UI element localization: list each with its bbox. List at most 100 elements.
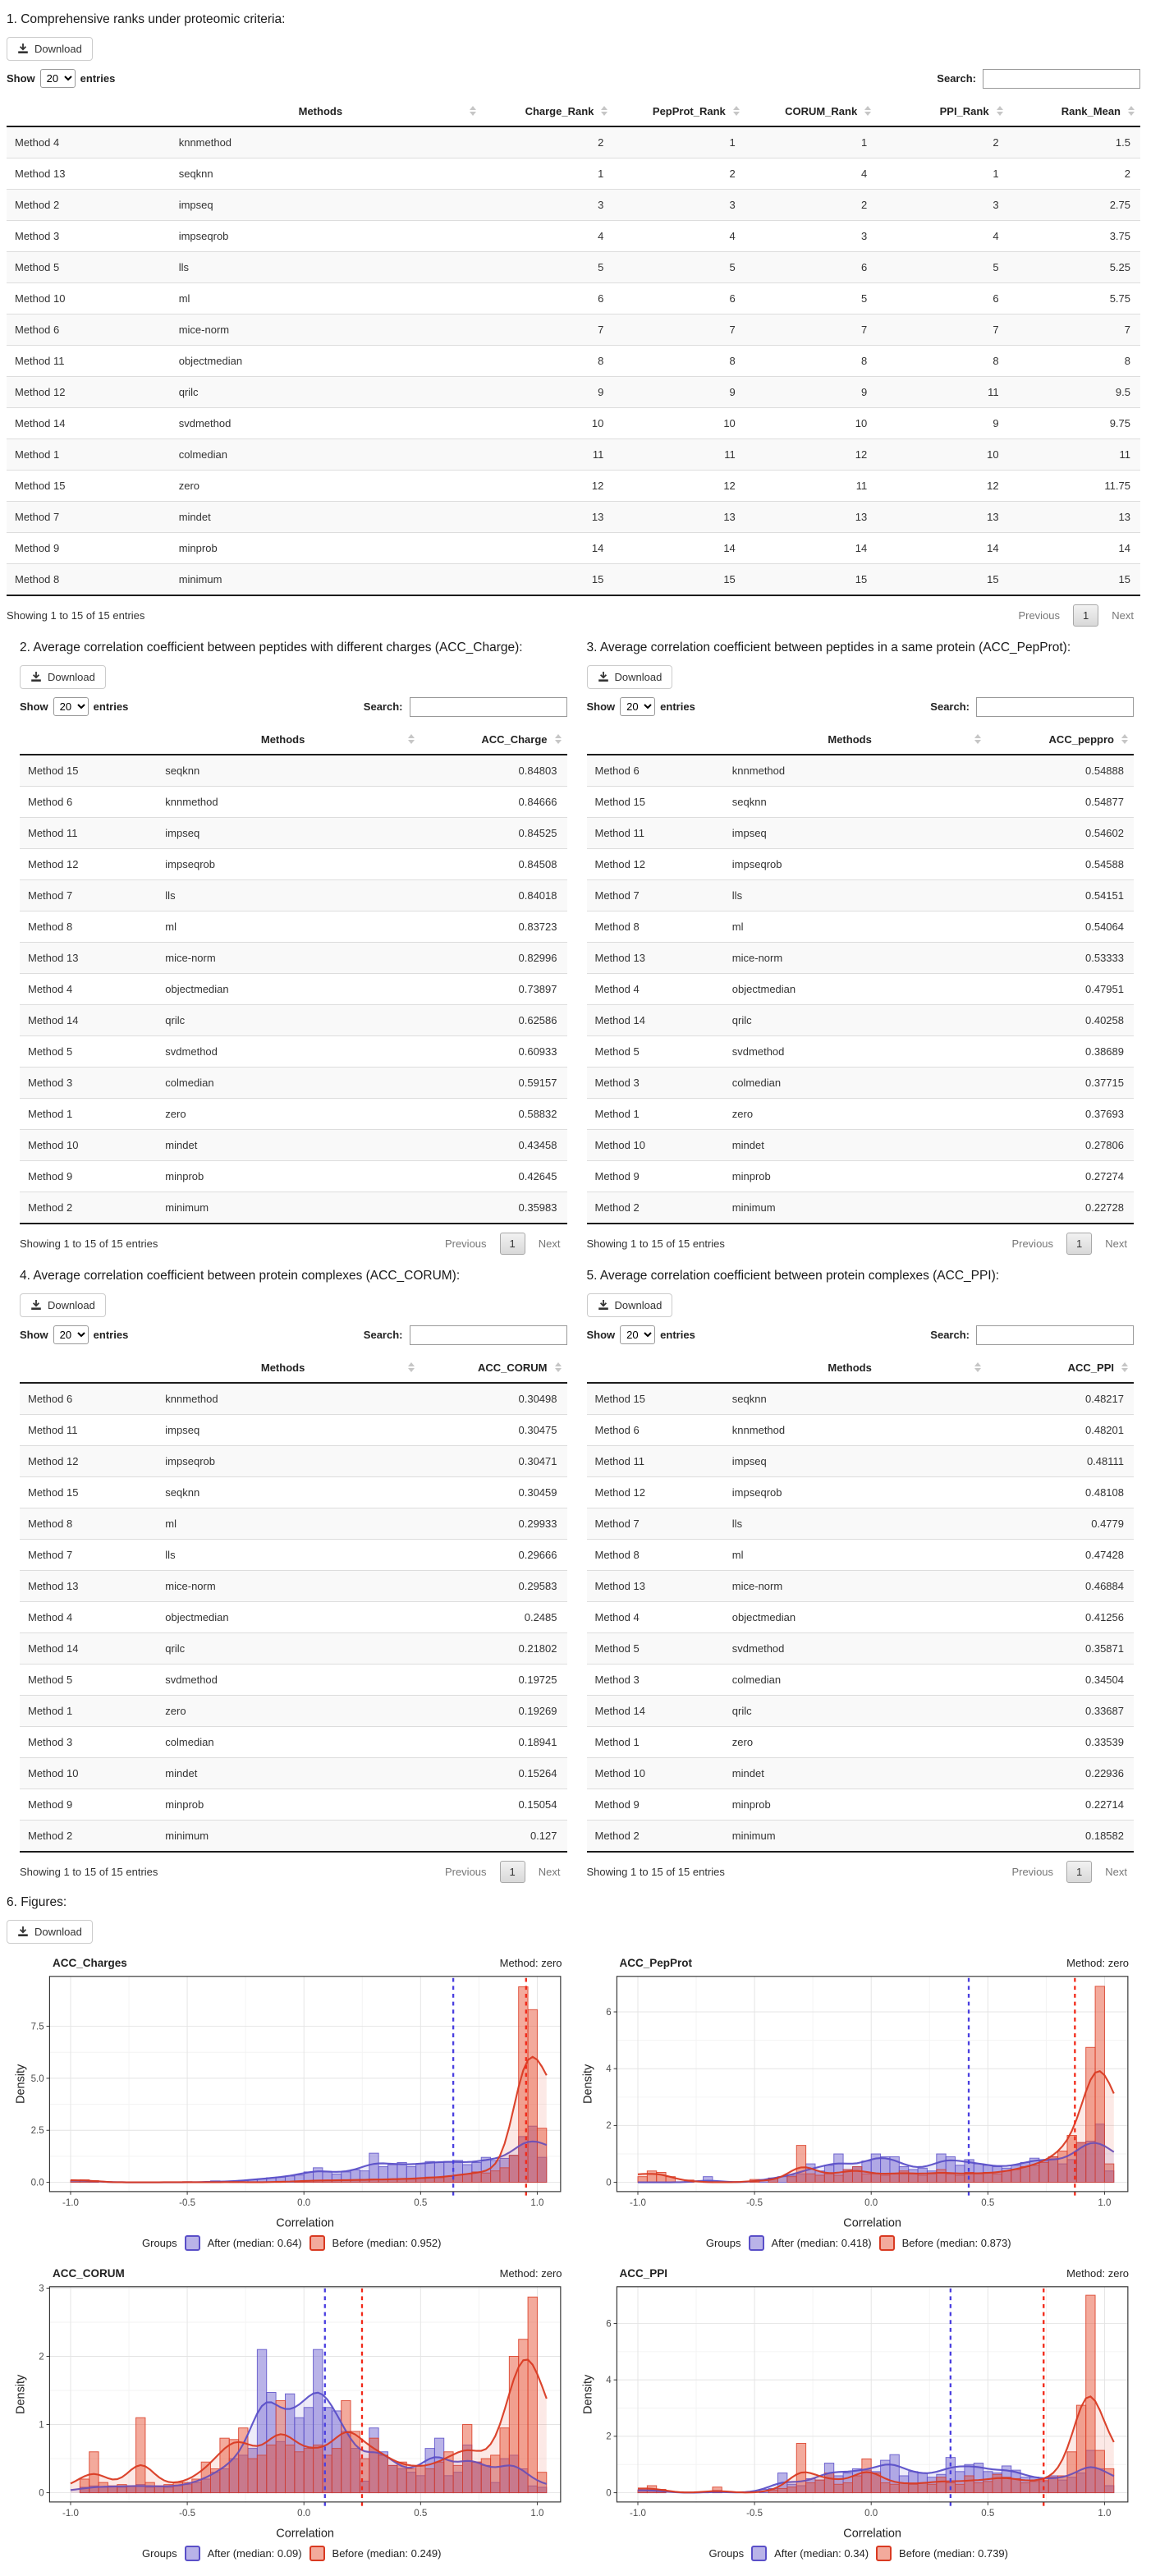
method-name: zero: [157, 1694, 420, 1727]
column-header-Charge_Rank[interactable]: Charge_Rank: [481, 96, 614, 127]
sort-icon: [974, 1362, 982, 1373]
row-label: Method 11: [20, 816, 158, 849]
method-name: colmedian: [723, 1066, 988, 1099]
download-button[interactable]: Download: [7, 36, 93, 61]
legend-swatch-after: [184, 2545, 200, 2561]
value-cell: 7: [1008, 313, 1140, 346]
header-row: Methods ACC_peppro: [586, 724, 1134, 755]
value-cell: 8: [877, 344, 1009, 377]
value-cell: 0.84803: [420, 754, 567, 787]
next-button[interactable]: Next: [538, 1237, 561, 1250]
row-label: Method 9: [20, 1159, 158, 1192]
previous-button[interactable]: Previous: [1018, 608, 1061, 622]
value-cell: 0.84525: [420, 816, 567, 849]
table-row: Method 4 objectmedian 0.73897: [20, 972, 567, 1005]
value-cell: 0.18582: [987, 1819, 1134, 1852]
method-name: mindet: [170, 500, 482, 533]
download-button[interactable]: Download: [586, 664, 673, 689]
table-row: Method 11 impseq 0.54602: [586, 816, 1134, 849]
previous-button[interactable]: Previous: [1011, 1865, 1054, 1878]
next-button[interactable]: Next: [1105, 1237, 1127, 1250]
page-length-select[interactable]: 20: [620, 1325, 656, 1345]
page-1-button[interactable]: 1: [1066, 1860, 1093, 1883]
search-input[interactable]: [976, 696, 1134, 717]
legend-label-before: Before (median: 0.739): [899, 2546, 1008, 2560]
row-label: Method 2: [20, 1819, 158, 1852]
column-header-ACC_peppro[interactable]: ACC_peppro: [987, 724, 1134, 755]
row-label: Method 13: [20, 1569, 158, 1602]
column-header-Methods[interactable]: Methods: [723, 724, 988, 755]
value-cell: 2.75: [1008, 188, 1140, 221]
method-name: objectmedian: [157, 1600, 420, 1633]
download-button[interactable]: Download: [7, 1919, 93, 1944]
download-button[interactable]: Download: [20, 1293, 106, 1317]
column-header-ACC_PPI[interactable]: ACC_PPI: [987, 1352, 1134, 1384]
next-button[interactable]: Next: [538, 1865, 561, 1878]
page-length-select[interactable]: 20: [53, 697, 89, 717]
table-body: Method 15 seqknn 0.48217 Method 6 knnmethod 0…: [586, 1382, 1134, 1852]
table-row: Method 14 qrilc 0.33687: [586, 1694, 1134, 1727]
value-cell: 0.15054: [420, 1788, 567, 1821]
method-name: colmedian: [170, 438, 482, 471]
search-input[interactable]: [409, 696, 567, 717]
legend-label-after: After (median: 0.418): [771, 2236, 872, 2249]
previous-button[interactable]: Previous: [1011, 1237, 1054, 1250]
previous-button[interactable]: Previous: [444, 1237, 487, 1250]
value-cell: 13: [745, 500, 878, 533]
page-length-select[interactable]: 20: [39, 69, 76, 89]
pagination: Previous 1 Next: [1005, 1860, 1134, 1883]
method-name: impseqrob: [157, 1444, 420, 1477]
page-1-button[interactable]: 1: [1073, 604, 1099, 627]
section-title-pepprot: 3. Average correlation coefficient betwe…: [586, 640, 1071, 654]
table-row: Method 10 mindet 0.22936: [586, 1756, 1134, 1789]
download-button[interactable]: Download: [586, 1293, 673, 1317]
show-label: Show: [20, 700, 48, 714]
page-length-select[interactable]: 20: [620, 697, 656, 717]
value-cell: 7: [613, 313, 745, 346]
column-header-ACC_Charge[interactable]: ACC_Charge: [420, 724, 567, 755]
legend-title: Groups: [142, 2546, 177, 2560]
page-1-button[interactable]: 1: [499, 1860, 525, 1883]
next-button[interactable]: Next: [1105, 1865, 1127, 1878]
column-header-Rank_Mean[interactable]: Rank_Mean: [1008, 96, 1140, 127]
method-name: lls: [723, 879, 988, 911]
next-button[interactable]: Next: [1112, 608, 1134, 622]
column-header-ACC_CORUM[interactable]: ACC_CORUM: [420, 1352, 567, 1384]
previous-button[interactable]: Previous: [444, 1865, 487, 1878]
page-1-button[interactable]: 1: [1066, 1232, 1093, 1255]
method-name: colmedian: [723, 1663, 988, 1696]
column-header-rowname: [586, 1352, 724, 1384]
table-row: Method 3 colmedian 0.37715: [586, 1066, 1134, 1099]
search-input[interactable]: [976, 1325, 1134, 1345]
value-cell: 0.41256: [987, 1600, 1134, 1633]
method-name: impseq: [157, 1413, 420, 1446]
svg-text:-0.5: -0.5: [179, 2509, 195, 2519]
svg-text:1.0: 1.0: [1098, 2198, 1111, 2208]
sort-icon: [601, 106, 608, 117]
svg-text:0: 0: [606, 2488, 611, 2498]
column-header-PPI_Rank[interactable]: PPI_Rank: [877, 96, 1009, 127]
svg-text:-0.5: -0.5: [746, 2509, 763, 2519]
search-input[interactable]: [409, 1325, 567, 1345]
column-header-PepProt_Rank[interactable]: PepProt_Rank: [613, 96, 745, 127]
legend-swatch-before: [309, 2545, 325, 2561]
download-button[interactable]: Download: [20, 664, 106, 689]
column-header-Methods[interactable]: Methods: [157, 724, 420, 755]
value-cell: 0.84666: [420, 785, 567, 818]
column-header-Methods[interactable]: Methods: [170, 96, 482, 127]
value-cell: 0.29933: [420, 1507, 567, 1540]
column-header-CORUM_Rank[interactable]: CORUM_Rank: [745, 96, 878, 127]
download-icon: [598, 1299, 609, 1311]
value-cell: 1: [877, 157, 1009, 190]
value-cell: 5.25: [1008, 250, 1140, 283]
column-header-Methods[interactable]: Methods: [157, 1352, 420, 1384]
section-title-figures: 6. Figures:: [7, 1894, 67, 1909]
column-header-Methods[interactable]: Methods: [723, 1352, 988, 1384]
page-length-select[interactable]: 20: [53, 1325, 89, 1345]
page-1-button[interactable]: 1: [499, 1232, 525, 1255]
table-row: Method 9 minprob 14 14 14 14 14: [7, 531, 1140, 564]
table-row: Method 7 lls 0.84018: [20, 879, 567, 911]
search-input[interactable]: [983, 68, 1140, 89]
method-name: impseqrob: [723, 847, 988, 880]
legend-swatch-after: [751, 2545, 768, 2561]
